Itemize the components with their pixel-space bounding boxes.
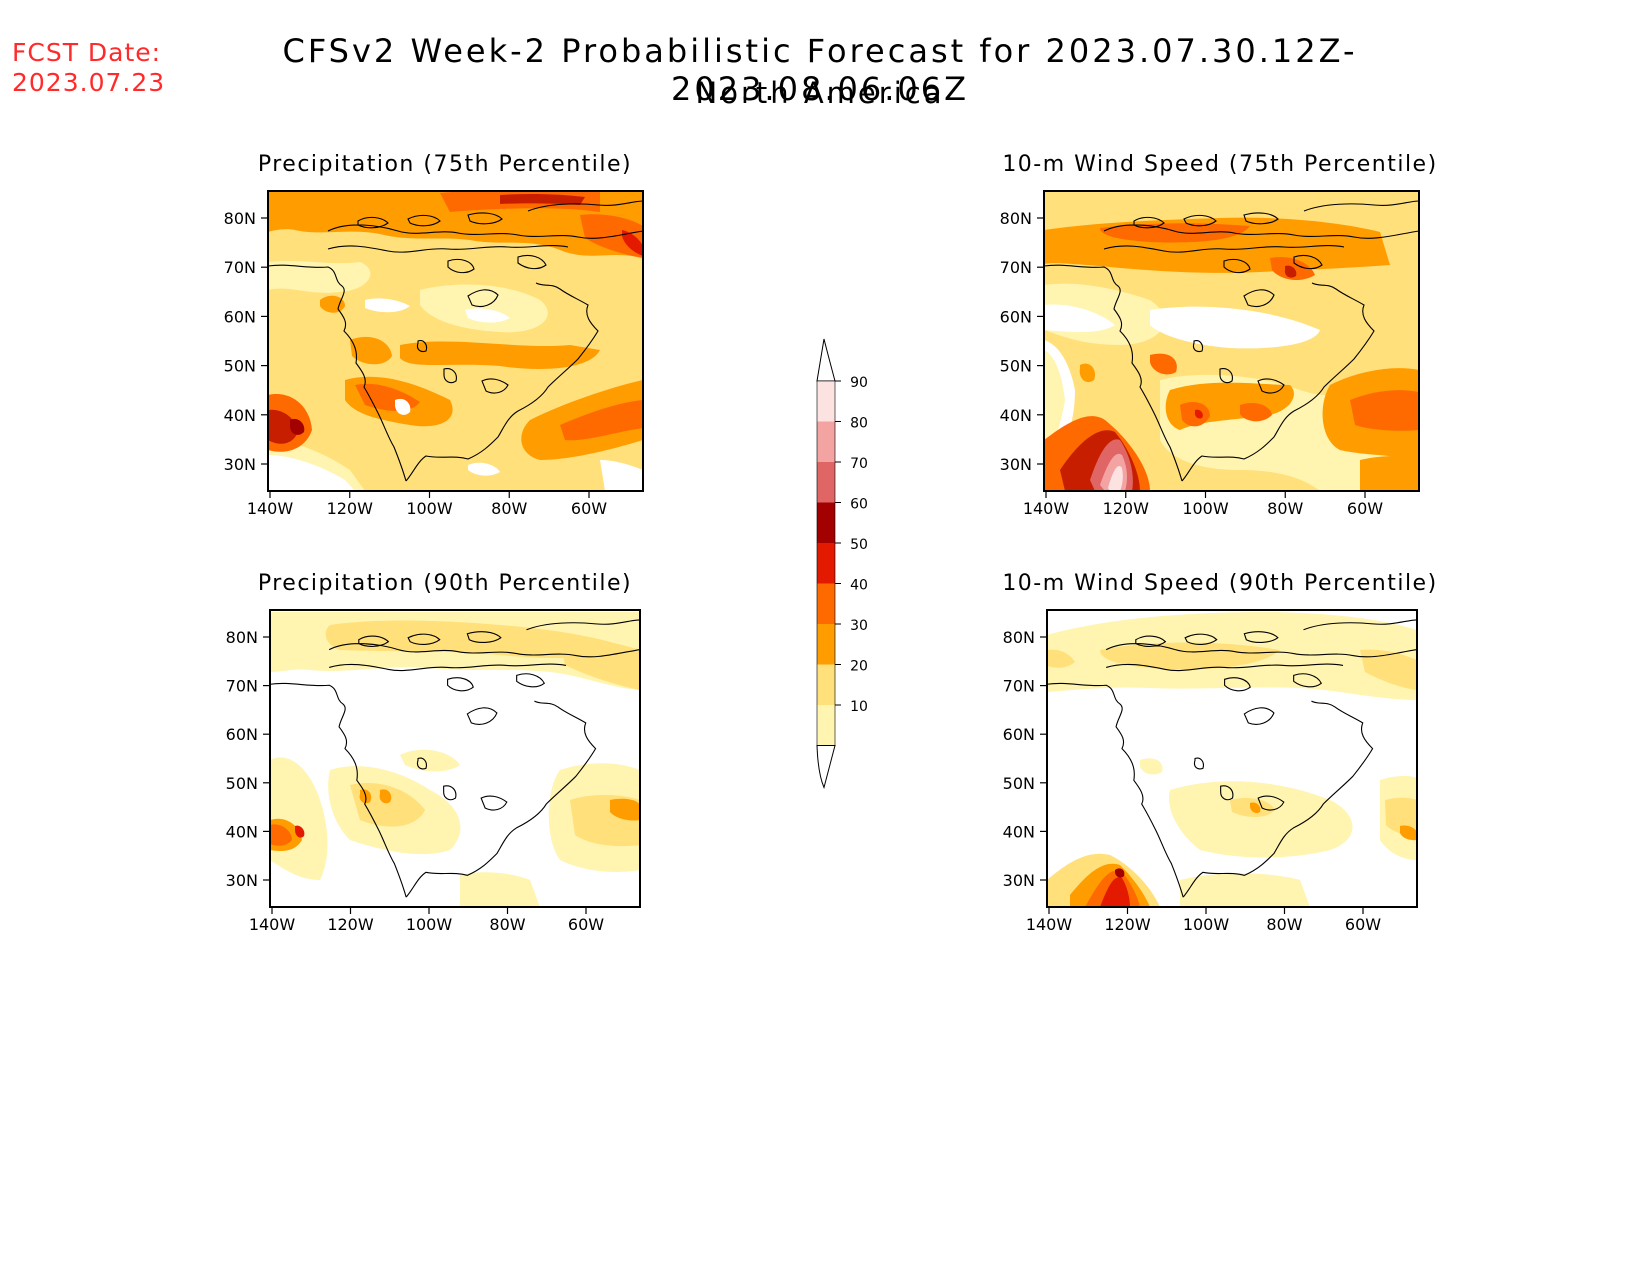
lat-tick-label: 40N (226, 822, 258, 841)
colorbar-swatch (817, 462, 835, 503)
coastline-panel-1 (268, 201, 643, 481)
colorbar-frame (816, 380, 836, 746)
lat-tick-label: 50N (224, 357, 256, 376)
colorbar-label: 70 (850, 456, 868, 472)
lat-tick-label: 60N (1003, 725, 1035, 744)
colorbar-swatch (817, 381, 835, 422)
forecast-date-label: FCST Date: (12, 38, 162, 67)
coastline-path (1047, 620, 1417, 897)
coastline-layer (268, 201, 1419, 897)
coastline-panel-2 (1044, 201, 1419, 481)
colorbar-label: 50 (850, 537, 868, 553)
lat-tick-label: 40N (1003, 822, 1035, 841)
lon-tick-label: 120W (1104, 915, 1151, 934)
lon-tick-label: 60W (1345, 915, 1381, 934)
lat-tick-label: 50N (1000, 357, 1032, 376)
colorbar-swatch (817, 624, 835, 665)
lon-tick-label: 60W (1347, 499, 1383, 518)
colorbar-label: 20 (850, 659, 868, 675)
colorbar-swatch (817, 421, 835, 462)
colorbar-swatch (817, 664, 835, 705)
panel-title-precip-90: Precipitation (90th Percentile) (257, 571, 633, 596)
lon-tick-label: 60W (571, 499, 607, 518)
lat-tick-label: 70N (1000, 258, 1032, 277)
lat-tick-label: 70N (1003, 677, 1035, 696)
colorbar: 90 80 70 60 50 40 30 20 10 (816, 338, 868, 790)
page-subtitle: North America (695, 76, 945, 110)
axis-labels: 80N 70N 60N 50N 40N 30N 140W 120W 100W 80W 60W 80N 7… (224, 209, 1384, 934)
lat-tick-label: 60N (224, 307, 256, 326)
map-panel-precip-75 (267, 190, 644, 492)
coastline-path (1044, 201, 1419, 481)
lon-tick-label: 120W (327, 915, 374, 934)
lat-tick-label: 50N (226, 774, 258, 793)
lon-tick-label: 120W (327, 499, 374, 518)
coastline-path (270, 620, 640, 897)
coastline-panel-3 (270, 620, 640, 897)
colorbar-label: 90 (850, 375, 868, 391)
colorbar-label: 30 (850, 618, 868, 634)
lon-tick-label: 140W (247, 499, 294, 518)
lat-tick-label: 80N (1000, 209, 1032, 228)
page-title: CFSv2 Week-2 Probabilistic Forecast for … (282, 32, 1358, 108)
forecast-date-value: 2023.07.23 (12, 68, 166, 97)
lon-tick-label: 140W (1026, 915, 1073, 934)
lon-tick-label: 80W (491, 499, 527, 518)
coastline-path (268, 201, 643, 481)
colorbar-bottom-arrow (816, 745, 836, 790)
lat-tick-label: 30N (224, 455, 256, 474)
colorbar-label: 10 (850, 699, 868, 715)
lat-tick-label: 60N (226, 725, 258, 744)
map-panel-wind-75 (1043, 190, 1420, 492)
lon-tick-label: 140W (1023, 499, 1070, 518)
lat-tick-label: 30N (226, 871, 258, 890)
lon-tick-label: 80W (1267, 499, 1303, 518)
coastline-panel-4 (1047, 620, 1417, 897)
lat-tick-label: 80N (224, 209, 256, 228)
colorbar-swatch (817, 502, 835, 543)
lon-tick-label: 100W (1183, 915, 1230, 934)
lat-tick-label: 80N (226, 628, 258, 647)
lon-tick-label: 100W (406, 499, 453, 518)
lat-tick-label: 30N (1000, 455, 1032, 474)
colorbar-top-arrow (816, 338, 836, 382)
colorbar-swatch (817, 543, 835, 584)
lat-tick-label: 40N (224, 406, 256, 425)
lon-tick-label: 100W (406, 915, 453, 934)
lon-tick-label: 140W (249, 915, 296, 934)
colorbar-swatch (817, 583, 835, 624)
panel-title-precip-75: Precipitation (75th Percentile) (257, 152, 633, 177)
lon-tick-label: 100W (1182, 499, 1229, 518)
lon-tick-label: 120W (1103, 499, 1150, 518)
lat-tick-label: 70N (224, 258, 256, 277)
panel-title-wind-90: 10-m Wind Speed (90th Percentile) (1002, 571, 1438, 596)
colorbar-swatch (817, 705, 835, 746)
lat-tick-label: 70N (226, 677, 258, 696)
lon-tick-label: 60W (568, 915, 604, 934)
colorbar-label: 60 (850, 497, 868, 513)
lat-tick-label: 80N (1003, 628, 1035, 647)
forecast-date-block: FCST Date: 2023.07.23 (12, 38, 165, 98)
lat-tick-label: 50N (1003, 774, 1035, 793)
lat-tick-label: 60N (1000, 307, 1032, 326)
lat-tick-label: 40N (1000, 406, 1032, 425)
colorbar-label: 40 (850, 578, 868, 594)
colorbar-label: 80 (850, 416, 868, 432)
panel-title-wind-75: 10-m Wind Speed (75th Percentile) (1002, 152, 1438, 177)
map-panel-wind-90 (1046, 609, 1418, 908)
lon-tick-label: 80W (489, 915, 525, 934)
map-panel-precip-90 (269, 609, 641, 908)
lon-tick-label: 80W (1266, 915, 1302, 934)
lat-tick-label: 30N (1003, 871, 1035, 890)
